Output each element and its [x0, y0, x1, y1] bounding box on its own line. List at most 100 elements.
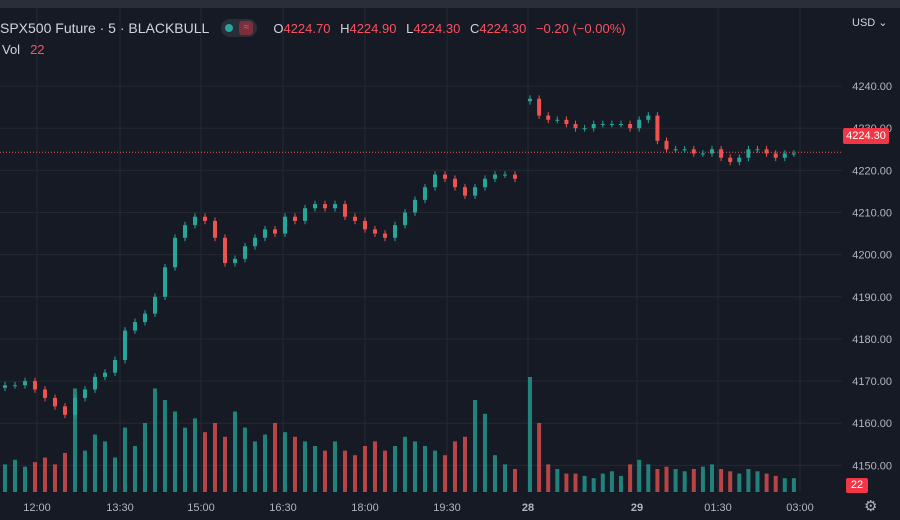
candle-body [637, 119, 642, 129]
chart-settings-gear-icon[interactable]: ⚙ [864, 498, 878, 515]
change-value: −0.20 (−0.00%) [535, 20, 626, 36]
symbol-title[interactable]: SPX500 Future · 5 · BLACKBULL [0, 20, 210, 36]
candle-body [223, 237, 227, 264]
candle-body [628, 124, 633, 129]
volume-bar [283, 432, 287, 492]
y-tick-label: 4150.00 [852, 460, 892, 472]
candle-body [193, 216, 197, 226]
volume-bar [203, 432, 207, 492]
candle-body [43, 389, 47, 398]
volume-bar [746, 469, 751, 492]
y-tick-label: 4180.00 [852, 334, 892, 346]
candle-body [728, 157, 733, 162]
candle-body [473, 187, 477, 196]
currency-selector[interactable]: USD ⌄ [852, 16, 888, 29]
volume-bar [183, 427, 187, 492]
volume-bar [443, 455, 447, 492]
volume-bar [83, 450, 87, 492]
volume-bar [453, 441, 457, 492]
volume-bar [546, 464, 551, 492]
candle-body [333, 204, 337, 209]
close-value: 4224.30 [479, 20, 527, 36]
volume-bar [413, 441, 417, 492]
volume-bar [582, 475, 587, 492]
candle-body [283, 216, 287, 234]
candle-body [443, 174, 447, 179]
volume-value: 22 [30, 42, 45, 57]
volume-bar [646, 464, 651, 492]
candle-body [673, 149, 678, 151]
volume-bar [619, 475, 623, 492]
chart-grid [0, 8, 842, 492]
volume-bar [710, 464, 714, 492]
candle-body [263, 229, 267, 238]
chevron-down-icon: ⌄ [878, 17, 888, 29]
volume-bar [63, 452, 67, 492]
currency-label: USD [852, 17, 876, 29]
candle-body [163, 267, 167, 297]
volume-bar [737, 473, 742, 492]
candle-body [700, 153, 705, 155]
volume-label: Vol [2, 42, 21, 57]
x-tick-label: 01:30 [704, 502, 732, 514]
candle-body [423, 187, 427, 200]
volume-bar [791, 478, 796, 492]
candle-body [183, 225, 187, 238]
volume-bar [682, 471, 687, 492]
volume-bar [153, 388, 157, 492]
volume-bar [173, 411, 177, 492]
candle-body [609, 124, 614, 125]
candle-body [764, 149, 769, 154]
candle-body [103, 372, 107, 377]
volume-bar [700, 466, 705, 492]
candle-body [53, 397, 57, 407]
candle-body [123, 330, 127, 360]
volume-bars [3, 377, 796, 492]
volume-bar [537, 423, 542, 492]
volume-bar [253, 441, 257, 492]
x-tick-label: 16:30 [269, 502, 297, 514]
candle-body [203, 216, 207, 221]
volume-bar [573, 473, 578, 492]
candle-body [619, 124, 623, 125]
candle-body [691, 149, 696, 154]
candle-body [582, 128, 587, 130]
candle-body [493, 174, 497, 179]
volume-bar [383, 450, 387, 492]
volume-bar [503, 464, 507, 492]
volume-bar [133, 446, 137, 492]
x-tick-label: 15:00 [187, 502, 215, 514]
candle-body [143, 313, 147, 323]
candle-body [173, 237, 177, 268]
volume-bar [564, 473, 569, 492]
x-tick-label: 18:00 [351, 502, 379, 514]
volume-bar [43, 457, 47, 492]
low-value: 4224.30 [413, 20, 461, 36]
volume-bar [403, 436, 407, 492]
candle-body [363, 220, 367, 230]
y-tick-label: 4170.00 [852, 376, 892, 388]
candle-body [528, 98, 532, 102]
candle-body [483, 178, 487, 188]
market-status-pill[interactable]: ≈ [221, 19, 258, 37]
open-value: 4224.70 [283, 20, 331, 36]
close-label: C [469, 20, 480, 36]
volume-bar [513, 469, 517, 492]
volume-bar [637, 459, 642, 492]
volume-bar [93, 434, 97, 492]
candle-body [537, 98, 542, 116]
candle-body [463, 187, 467, 196]
data-feed-icon: ≈ [239, 21, 254, 35]
candle-body [513, 174, 517, 179]
x-tick-label: 03:00 [786, 502, 814, 514]
candle-body [453, 178, 457, 188]
volume-bar [628, 464, 633, 492]
volume-bar [719, 469, 724, 492]
volume-bar [755, 471, 760, 492]
candle-body [755, 149, 760, 151]
y-tick-label: 4160.00 [852, 418, 892, 430]
volume-bar [233, 411, 237, 492]
volume-bar [764, 473, 769, 492]
candle-body [303, 208, 307, 221]
